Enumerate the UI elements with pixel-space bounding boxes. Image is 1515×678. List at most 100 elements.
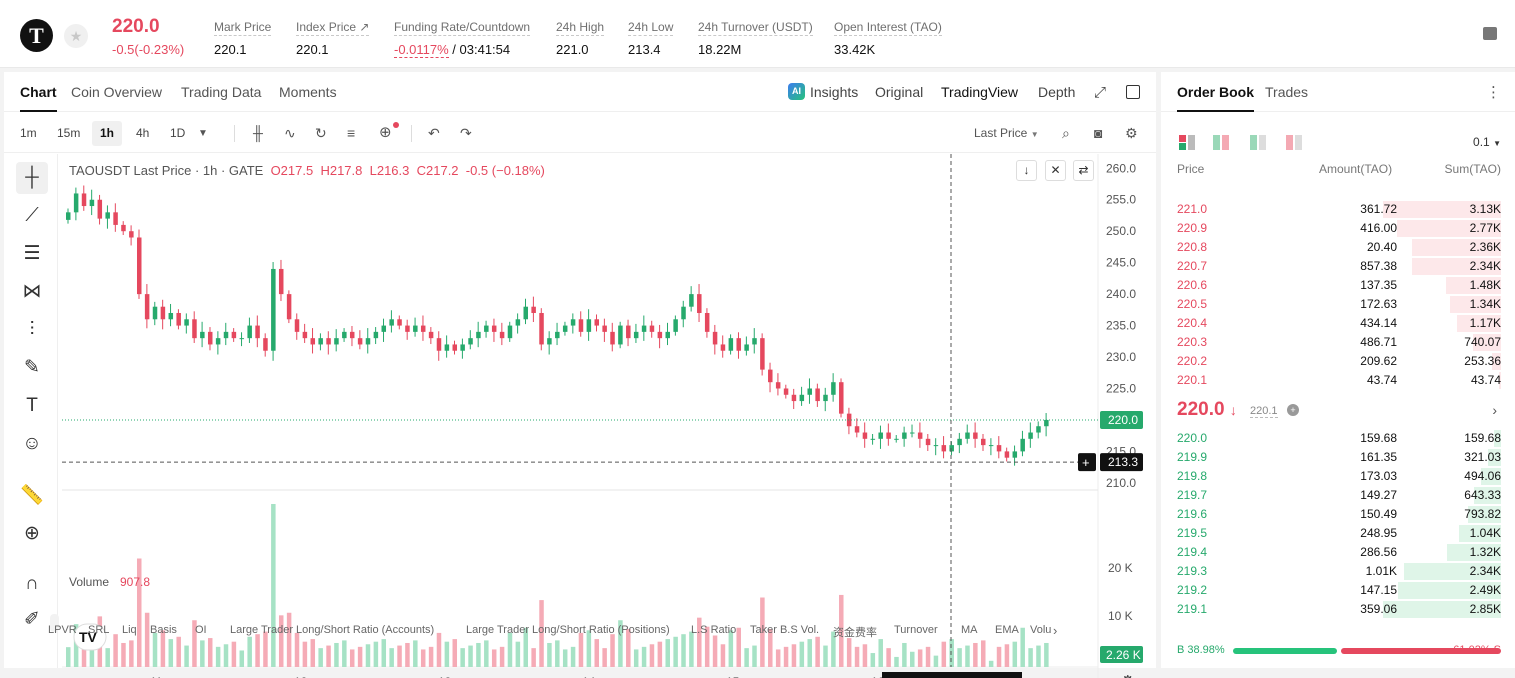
timeframe-1d[interactable]: 1D [170, 126, 186, 140]
magnet-icon[interactable]: ∩ [25, 573, 39, 594]
view-insights[interactable]: Insights [810, 84, 859, 100]
bid-row[interactable]: 220.0 159.68 159.68 [1177, 429, 1501, 448]
indicator-3[interactable]: Basis [150, 624, 177, 636]
ask-row[interactable]: 220.6 137.35 1.48K [1177, 276, 1501, 295]
indicator-13[interactable]: Volu [1030, 624, 1052, 636]
ask-row[interactable]: 220.9 416.00 2.77K [1177, 219, 1501, 238]
emoji-icon[interactable]: ☺ [22, 433, 42, 454]
ask-row[interactable]: 220.7 857.38 2.34K [1177, 257, 1501, 276]
timeframe-4h[interactable]: 4h [136, 126, 150, 140]
tab-trading-data[interactable]: Trading Data [181, 84, 262, 100]
bid-row[interactable]: 219.7 149.27 643.33 [1177, 486, 1501, 505]
collapse-icon[interactable]: ✕ [1045, 160, 1066, 181]
favorite-star-icon[interactable]: ★ [64, 24, 88, 48]
tab-chart[interactable]: Chart [20, 84, 57, 112]
tick-size-select[interactable]: 0.1 ▼ [1473, 135, 1501, 149]
view-original[interactable]: Original [875, 84, 924, 100]
view-both-icon[interactable] [1179, 135, 1196, 150]
candle-body [136, 237, 142, 295]
indicator-11[interactable]: MA [961, 624, 978, 636]
candlestick-chart[interactable]: 260.0 255.0 250.0 245.0 240.0 235.0 230.0 225.0… [4, 154, 1156, 678]
candle-type-icon[interactable]: ╫ [253, 125, 263, 141]
view-bids-icon[interactable] [1250, 135, 1267, 150]
indicator-6[interactable]: Large Trader Long/Short Ratio (Positions… [466, 624, 670, 636]
bid-row[interactable]: 219.6 150.49 793.82 [1177, 505, 1501, 524]
candle-body [436, 338, 442, 351]
tab-coin-overview[interactable]: Coin Overview [71, 84, 163, 100]
timeframe-1m[interactable]: 1m [20, 126, 37, 140]
swap-icon[interactable]: ⇄ [1073, 160, 1094, 181]
ask-row[interactable]: 221.0 361.72 3.13K [1177, 200, 1501, 219]
crosshair-icon[interactable]: ┼ [16, 162, 48, 194]
bid-row[interactable]: 219.8 173.03 494.06 [1177, 467, 1501, 486]
indicator-2[interactable]: Liq [122, 624, 137, 636]
lock-drawing-icon[interactable]: ✐ [24, 609, 40, 630]
projection-icon[interactable]: ⫶ [29, 319, 35, 340]
volume-bar [1020, 627, 1025, 667]
expand-icon[interactable]: ⤢ [1094, 84, 1107, 101]
pattern-icon[interactable]: ⋈ [22, 281, 42, 302]
bid-row[interactable]: 219.1 359.06 2.85K [1177, 600, 1501, 619]
indicator-8[interactable]: Taker B.S Vol. [750, 624, 820, 636]
indicator-4[interactable]: OI [195, 624, 207, 636]
indicator-10[interactable]: Turnover [894, 624, 938, 636]
bid-row[interactable]: 219.2 147.15 2.49K [1177, 581, 1501, 600]
indicator-5[interactable]: Large Trader Long/Short Ratio (Accounts) [230, 624, 435, 636]
legend-change: -0.5 (−0.18%) [465, 163, 545, 178]
tab-order-book[interactable]: Order Book [1177, 84, 1255, 112]
info-shield-icon[interactable]: + [1287, 404, 1299, 416]
ask-row[interactable]: 220.2 209.62 253.36 [1177, 352, 1501, 371]
ask-row[interactable]: 220.4 434.14 1.17K [1177, 314, 1501, 333]
brush-icon[interactable]: ✎ [24, 357, 40, 378]
zoom-in-icon[interactable]: ⊕ [24, 523, 40, 544]
price-type-select[interactable]: Last Price ▼ [974, 126, 1039, 140]
replay-icon[interactable]: ↻ [315, 125, 327, 141]
search-icon[interactable]: ⌕ [1062, 125, 1070, 141]
collapse-toolbar-button[interactable] [50, 614, 59, 632]
redo-icon[interactable]: ↷ [460, 125, 472, 141]
more-menu-icon[interactable]: ⋮ [1486, 84, 1501, 101]
undo-icon[interactable]: ↶ [428, 125, 440, 141]
settings-gear-icon[interactable]: ⚙ [1125, 125, 1138, 141]
trend-line-icon[interactable]: ⟋ [25, 205, 39, 226]
view-depth[interactable]: Depth [1038, 84, 1076, 100]
chevron-right-icon[interactable]: › [1053, 623, 1058, 638]
ask-row[interactable]: 220.1 43.74 43.74 [1177, 371, 1501, 390]
chart-settings-icon[interactable]: ⚙ [1121, 673, 1134, 678]
view-both-alt-icon[interactable] [1213, 135, 1230, 150]
volume-bar [933, 655, 939, 667]
timeframe-1h[interactable]: 1h [92, 121, 123, 146]
add-alert-button[interactable] [1078, 453, 1096, 472]
ask-row[interactable]: 220.3 486.71 740.07 [1177, 333, 1501, 352]
camera-icon[interactable]: ◙ [1094, 125, 1103, 141]
indicator-9[interactable]: 资金费率 [833, 627, 877, 639]
tab-moments[interactable]: Moments [279, 84, 337, 100]
indicator-1[interactable]: SRL [88, 624, 110, 636]
template-icon[interactable]: ≡ [347, 125, 356, 141]
add-indicator-icon[interactable]: ⊕ [379, 122, 399, 141]
chevron-right-icon[interactable]: › [1492, 402, 1497, 418]
bid-row[interactable]: 219.3 1.01K 2.34K [1177, 562, 1501, 581]
arrow-down-icon[interactable]: ↓ [1016, 160, 1037, 181]
volume-bar [1012, 641, 1018, 667]
view-tradingview[interactable]: TradingView [941, 84, 1019, 100]
tab-trades[interactable]: Trades [1265, 84, 1309, 100]
indicators-icon[interactable]: ∿ [284, 125, 296, 141]
stat-index-price[interactable]: Index Price ↗ 220.1 [296, 18, 370, 57]
bid-row[interactable]: 219.9 161.35 321.03 [1177, 448, 1501, 467]
window-icon[interactable] [1126, 85, 1140, 99]
bid-row[interactable]: 219.5 248.95 1.04K [1177, 524, 1501, 543]
notebook-icon[interactable] [1483, 27, 1497, 40]
timeframe-dropdown-icon[interactable]: ▼ [198, 128, 208, 139]
ruler-icon[interactable]: 📏 [20, 485, 44, 506]
timeframe-15m[interactable]: 15m [57, 126, 81, 140]
ask-row[interactable]: 220.5 172.63 1.34K [1177, 295, 1501, 314]
indicator-0[interactable]: LPVR [48, 624, 77, 636]
text-tool-icon[interactable]: T [26, 395, 38, 416]
view-asks-icon[interactable] [1286, 135, 1303, 150]
indicator-12[interactable]: EMA [995, 624, 1019, 636]
ask-row[interactable]: 220.8 20.40 2.36K [1177, 238, 1501, 257]
bid-row[interactable]: 219.4 286.56 1.32K [1177, 543, 1501, 562]
fib-lines-icon[interactable]: ☰ [23, 243, 41, 264]
indicator-7[interactable]: L.S Ratio [691, 624, 737, 636]
